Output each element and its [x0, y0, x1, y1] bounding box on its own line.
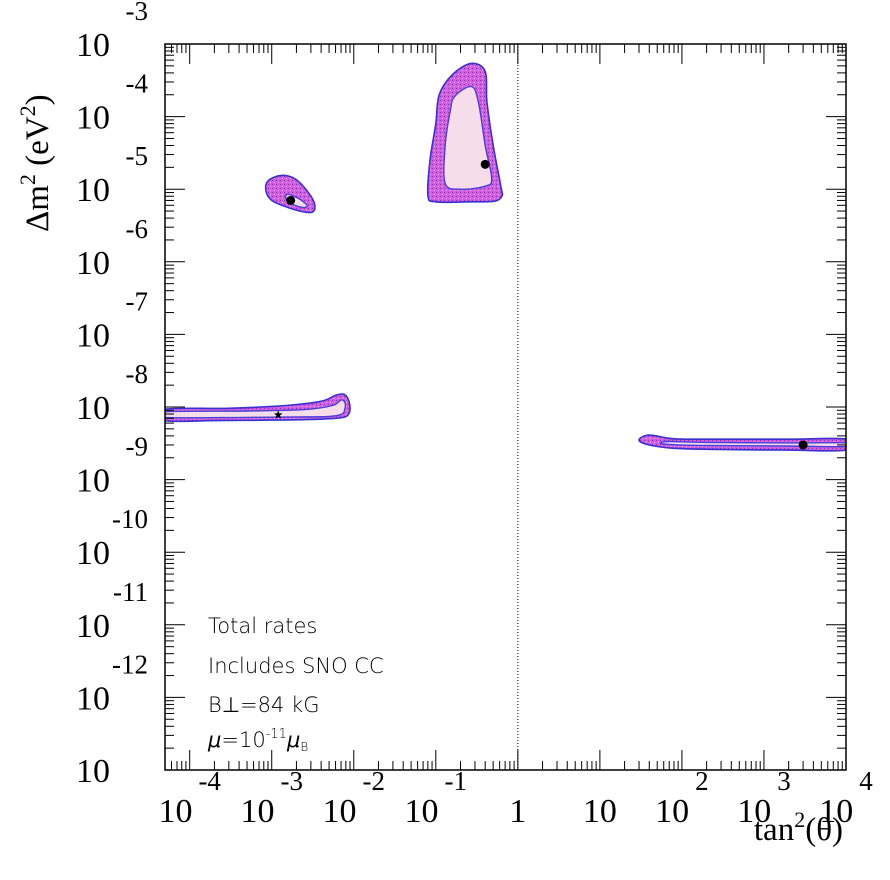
annotation-includes-sno: Includes SNO CC: [208, 654, 384, 678]
y-tick-label-exp: -3: [126, 0, 149, 26]
best-fit-points: [274, 159, 808, 450]
y-tick-label-exp: -8: [126, 359, 149, 389]
annotation-block: Total rates Includes SNO CC B⊥=84 kG μ=1…: [207, 614, 384, 754]
region-inner-sma: [165, 399, 347, 419]
y-tick-labels: 10-310-410-510-610-710-810-910-1010-1110…: [76, 0, 148, 790]
y-tick-label-exp: -4: [126, 69, 149, 99]
y-axis-label: Δm2 (eV2): [15, 94, 56, 232]
y-tick-label-base: 10: [76, 390, 110, 427]
y-tick-label-base: 10: [76, 608, 110, 645]
x-tick-label: 10-1: [405, 766, 468, 830]
y-tick-label-exp: -11: [113, 577, 148, 607]
y-tick-label-base: 10: [76, 100, 110, 137]
y-axis-ticks: [165, 46, 846, 771]
y-tick-label-base: 10: [76, 680, 110, 717]
y-tick-label-base: 10: [76, 172, 110, 209]
y-tick-label-base: 10: [76, 463, 110, 500]
y-tick-label-base: 10: [76, 753, 110, 790]
y-tick-label-base: 10: [76, 535, 110, 572]
x-tick-label: 1: [509, 793, 526, 830]
allowed-regions: [165, 62, 846, 452]
annotation-moment: μ=10-11μB: [207, 727, 308, 754]
x-tick-label: 10-2: [323, 766, 386, 830]
best-fit-dot-2: [798, 440, 808, 450]
y-tick-label-base: 10: [76, 245, 110, 282]
x-axis-label: tan2(θ): [754, 807, 843, 848]
x-tick-label: 102: [655, 766, 709, 830]
y-tick-label-exp: -7: [126, 286, 149, 316]
x-tick-label: 104: [819, 766, 873, 830]
y-tick-label-base: 10: [76, 317, 110, 354]
region-inner-lma-large: [443, 85, 493, 190]
x-tick-label: 10: [583, 793, 617, 830]
y-tick-label-exp: -5: [126, 141, 149, 171]
region-outer-lma-small: [264, 174, 316, 214]
y-tick-label-base: 10: [76, 27, 110, 64]
x-tick-labels: 10-4 10-3 10-2 10-1 1 10 102 103 104: [158, 766, 873, 830]
best-fit-star-3: [274, 410, 283, 419]
y-tick-label-exp: -9: [126, 432, 149, 462]
annotation-total-rates: Total rates: [208, 614, 317, 638]
x-tick-label: 10-3: [240, 766, 303, 830]
y-tick-label-exp: -10: [112, 504, 148, 534]
y-tick-label-exp: -6: [126, 214, 149, 244]
x-tick-label: 10-4: [158, 766, 221, 830]
best-fit-dot-0: [286, 195, 296, 205]
x-tick-label: 103: [737, 766, 791, 830]
best-fit-dot-1: [480, 159, 490, 169]
y-tick-label-exp: -12: [112, 649, 148, 679]
annotation-field: B⊥=84 kG: [208, 693, 319, 717]
x-axis-ticks: [164, 44, 847, 770]
